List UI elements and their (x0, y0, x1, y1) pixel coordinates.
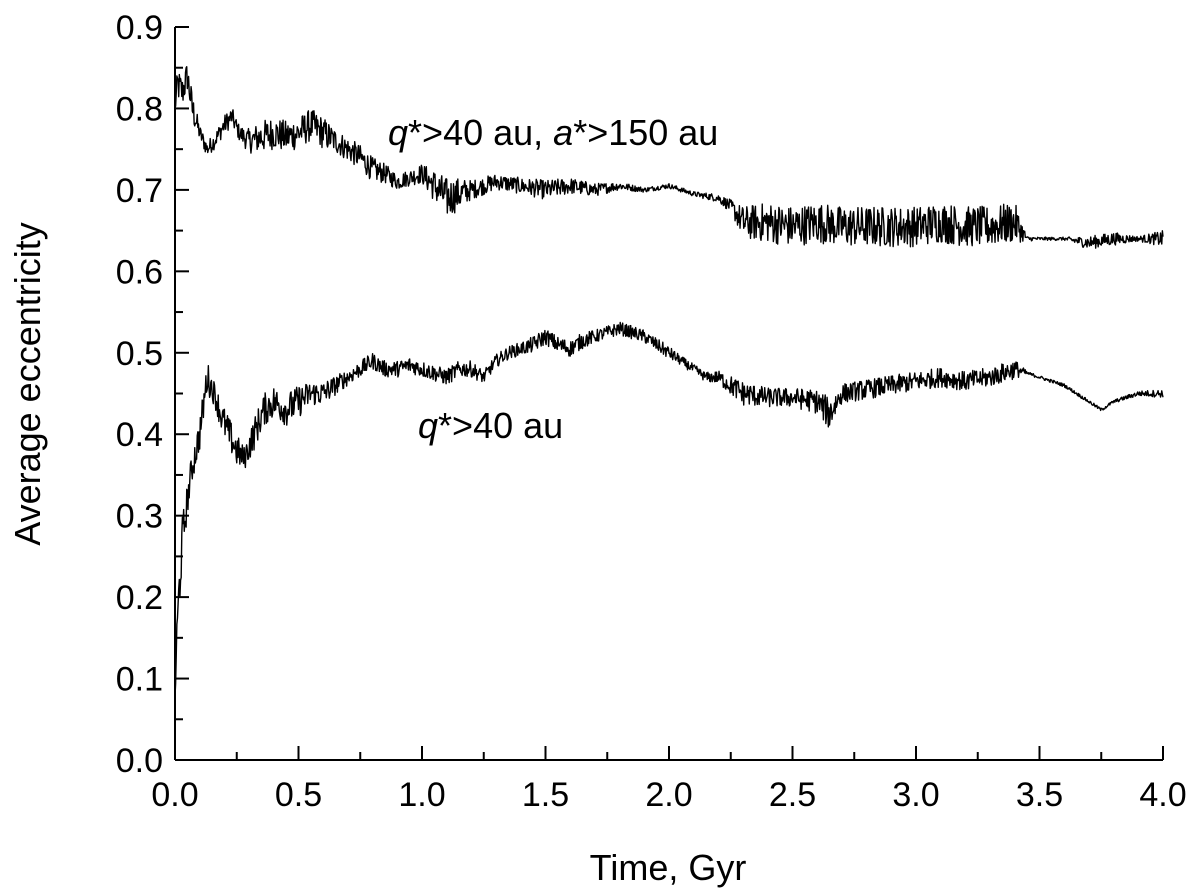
y-tick-label: 0.0 (116, 742, 163, 780)
y-tick-label: 0.7 (116, 172, 163, 210)
series-label-q40: q*>40 au (418, 405, 563, 446)
series-label-q40-part-1: q (418, 405, 438, 446)
series-label-q40-a150-part-1: q (388, 112, 408, 153)
y-tick-label: 0.2 (116, 579, 163, 617)
series-label-q40-a150: q*>40 au, a*>150 au (388, 112, 718, 153)
labels-layer: 0.0 0.5 1.0 1.5 2.0 2.5 3.0 3.5 4.0 0.0 0.1 0.2 0.3 0… (116, 9, 1187, 814)
x-tick-label: 3.0 (892, 776, 939, 814)
y-tick-label: 0.6 (116, 253, 163, 291)
y-tick-label: 0.9 (116, 9, 163, 47)
series-line-2 (174, 321, 1164, 697)
x-tick-label: 0.0 (151, 776, 198, 814)
x-tick-label: 1.5 (522, 776, 569, 814)
series-line-1 (174, 66, 1164, 249)
x-tick-label: 0.5 (275, 776, 322, 814)
series-label-q40-part-2: *>40 au (438, 405, 563, 446)
axes-layer (174, 26, 1164, 761)
x-tick-label: 3.5 (1016, 776, 1063, 814)
y-tick-label: 0.3 (116, 498, 163, 536)
x-tick-label: 2.5 (769, 776, 816, 814)
series-layer (174, 66, 1164, 697)
y-tick-label: 0.4 (116, 416, 163, 454)
x-tick-label: 2.0 (645, 776, 692, 814)
x-axis-title: Time, Gyr (590, 847, 747, 888)
y-tick-label: 0.5 (116, 335, 163, 373)
series-label-q40-a150-part-4: *>150 au (573, 112, 718, 153)
y-tick-label: 0.1 (116, 661, 163, 699)
x-tick-label: 4.0 (1139, 776, 1186, 814)
x-tick-label: 1.0 (398, 776, 445, 814)
series-label-q40-a150-part-2: *>40 au, (408, 112, 553, 153)
y-axis-title: Average eccentricity (7, 222, 48, 546)
series-label-q40-a150-part-3: a (553, 112, 573, 153)
y-tick-label: 0.8 (116, 90, 163, 128)
